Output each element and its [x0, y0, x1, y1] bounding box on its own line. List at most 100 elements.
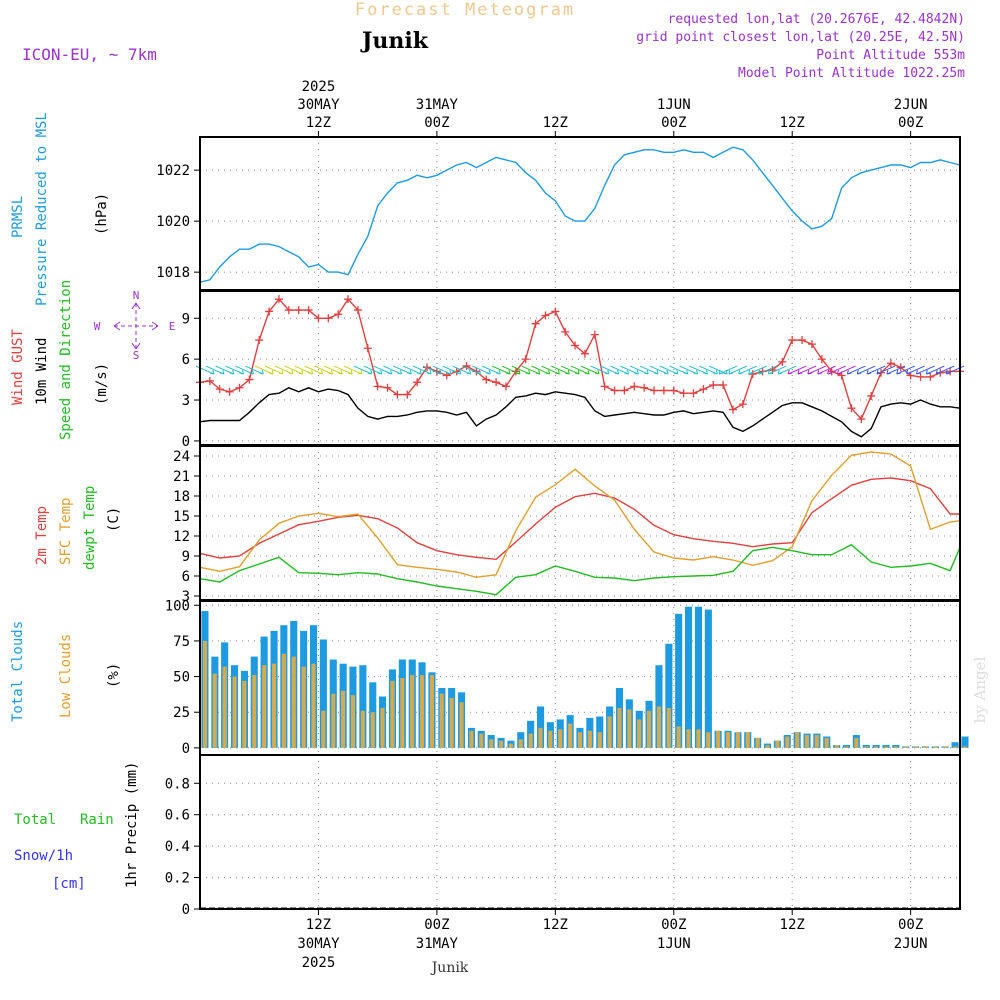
gust-marker [265, 307, 274, 316]
wind-direction-arrow [915, 365, 935, 375]
low-clouds-bar [676, 726, 681, 748]
wind-direction-arrow [353, 365, 373, 375]
gust-marker [867, 391, 876, 400]
temperature-panel: 3 6 9 12 15 18 21 24 [173, 445, 961, 605]
gust-marker [541, 311, 550, 320]
point-altitude: Point Altitude 553m [816, 48, 965, 63]
gust-marker [344, 295, 353, 304]
gust-marker [304, 306, 313, 315]
gust-marker [284, 306, 293, 315]
wind-direction-arrow [314, 365, 333, 375]
low-clouds-bar [232, 676, 237, 748]
low-clouds-bar [252, 675, 257, 748]
panel-frame [199, 754, 961, 910]
bottom-time-label: 12Z [306, 917, 331, 933]
low-clouds-bar [400, 678, 405, 748]
low-clouds-bar [341, 690, 346, 748]
total-clouds-bar [359, 665, 367, 748]
gust-marker [689, 389, 698, 398]
top-time-label: 12Z [543, 115, 568, 131]
top-time-label: 12Z [306, 115, 331, 131]
low-clouds-bar [370, 712, 375, 748]
low-clouds-bar [499, 740, 504, 748]
low-clouds-bar [933, 746, 938, 748]
top-time-label: 30MAY [297, 97, 340, 113]
wind-direction-arrow [333, 365, 353, 375]
bottom-time-label: 2JUN [894, 936, 928, 952]
gust-marker [728, 405, 737, 414]
wind-direction-arrow [925, 365, 945, 375]
wind-direction-arrow [866, 365, 886, 375]
wind-direction-arrow [738, 365, 757, 375]
wind-dir-label: Speed and Direction [58, 280, 74, 440]
low-clouds-bar [834, 745, 839, 748]
wind-direction-arrow [452, 365, 472, 375]
gust-marker [679, 389, 688, 398]
temp-dewpt-label: dewpt Temp [82, 486, 98, 570]
bottom-time-label: 12Z [780, 917, 805, 933]
wind-direction-arrow [373, 365, 393, 375]
gust-marker [462, 361, 471, 370]
precip-unit: 1hr Precip (mm) [124, 762, 140, 888]
low-clouds-bar [913, 746, 918, 748]
wind-direction-arrow [393, 365, 412, 375]
gust-marker [551, 307, 560, 316]
bottom-time-label: 30MAY [297, 936, 340, 952]
low-clouds-bar [420, 675, 425, 748]
temp-sfc-label: SFC Temp [58, 498, 74, 565]
low-clouds-bar [350, 695, 355, 748]
low-clouds-bar [597, 732, 602, 748]
wind-panel: 0 3 6 9 [182, 290, 965, 450]
low-clouds-bar [508, 743, 513, 748]
gust-marker [531, 319, 540, 328]
y-tick-label: 6 [182, 352, 190, 368]
low-clouds-bar [627, 709, 632, 748]
y-tick-label: 12 [173, 529, 190, 545]
y-tick-label: 1020 [156, 214, 190, 230]
low-clouds-bar [607, 716, 612, 748]
y-tick-label: 0.6 [165, 808, 190, 824]
low-clouds-bar [390, 680, 395, 748]
gust-marker [205, 376, 214, 385]
y-tick-label: 0.8 [165, 776, 190, 792]
panel-frame [199, 445, 961, 601]
wind-direction-arrow [521, 365, 541, 375]
low-clouds-bar [656, 706, 661, 748]
requested-coords: requested lon,lat (20.2676E, 42.4842N) [668, 12, 965, 27]
low-clouds-bar [202, 640, 207, 748]
top-time-label: 12Z [780, 115, 805, 131]
wind-direction-arrow [679, 365, 699, 375]
wind-direction-arrow [412, 365, 432, 375]
wind-direction-arrow [600, 365, 620, 375]
wind-direction-arrow [590, 365, 610, 375]
clouds-unit: (%) [106, 663, 122, 688]
compass-s: S [133, 349, 140, 362]
low-clouds-bar [706, 732, 711, 748]
y-tick-label: 100 [165, 598, 190, 614]
model-name: ICON-EU, ~ 7km [22, 45, 157, 64]
wind-direction-arrow [422, 365, 442, 375]
bottom-time-label: 12Z [543, 917, 568, 933]
gust-marker [492, 378, 501, 387]
gust-marker [630, 382, 639, 391]
wind-direction-arrow [195, 365, 215, 375]
bottom-time-label: 1JUN [657, 936, 691, 952]
y-tick-label: 3 [182, 393, 190, 409]
low-clouds-bar [854, 737, 859, 748]
low-clouds-bar [893, 746, 898, 748]
low-clouds-bar [953, 746, 958, 748]
y-tick-label: 0 [182, 741, 190, 757]
wind-direction-arrow [787, 365, 807, 375]
wind-direction-arrow [896, 365, 915, 375]
low-clouds-bar [410, 675, 415, 748]
low-clouds-bar [281, 653, 286, 748]
bottom-time-label: 00Z [661, 917, 686, 933]
wind-direction-arrow [610, 365, 629, 375]
gust-marker [886, 359, 895, 368]
model-altitude: Model Point Altitude 1022.25m [738, 66, 965, 81]
low-clouds-bar [439, 693, 444, 748]
gust-marker [669, 386, 678, 395]
low-clouds-bar [429, 675, 434, 748]
y-tick-label: 25 [173, 705, 190, 721]
low-clouds-bar [962, 746, 967, 748]
